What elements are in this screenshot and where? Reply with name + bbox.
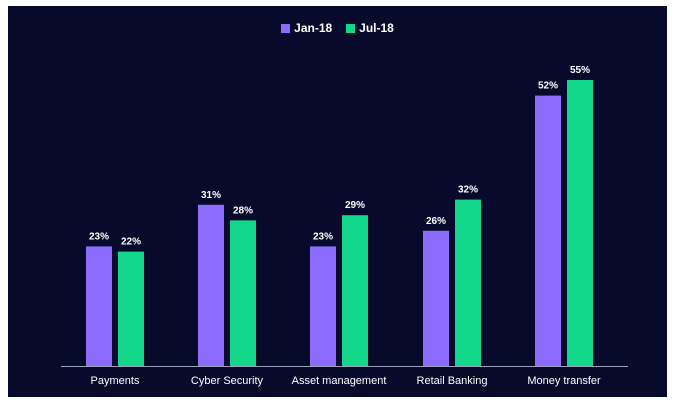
data-label-jul18-3: 32% — [458, 185, 478, 196]
x-tick-label-4: Money transfer — [527, 375, 601, 387]
data-label-jul18-1: 28% — [233, 205, 253, 216]
data-label-jul18-4: 55% — [570, 65, 590, 76]
bar-jul18-3 — [455, 199, 481, 366]
legend-item-series-2: Jul-18 — [346, 21, 394, 35]
x-tick-label-2: Asset management — [292, 375, 387, 387]
chart-panel: 23% 22% Payments 31% 28% Cyber Security 23% 29%… — [8, 6, 667, 397]
data-label-jan18-1: 31% — [201, 190, 221, 201]
legend-label-series-2: Jul-18 — [359, 21, 394, 35]
bar-jul18-1 — [230, 220, 256, 366]
data-label-jul18-2: 29% — [345, 200, 365, 211]
bar-jan18-0 — [86, 246, 112, 366]
legend-label-series-1: Jan-18 — [294, 21, 333, 35]
legend: Jan-18 Jul-18 — [8, 21, 667, 35]
legend-item-series-1: Jan-18 — [281, 21, 332, 35]
bar-jan18-3 — [423, 230, 449, 366]
x-tick-label-3: Retail Banking — [417, 375, 488, 387]
data-label-jan18-2: 23% — [313, 231, 333, 242]
bar-jan18-1 — [198, 204, 224, 366]
data-label-jan18-4: 52% — [538, 81, 558, 92]
bar-jul18-4 — [567, 80, 593, 366]
x-tick-label-1: Cyber Security — [191, 375, 264, 387]
bar-chart: 23% 22% Payments 31% 28% Cyber Security 23% 29%… — [61, 65, 628, 387]
x-tick-label-0: Payments — [91, 375, 140, 387]
data-label-jul18-0: 22% — [121, 237, 141, 248]
legend-swatch-series-2 — [346, 23, 356, 33]
bar-jul18-2 — [342, 215, 368, 366]
legend-swatch-series-1 — [281, 23, 291, 33]
bar-jul18-0 — [118, 251, 144, 366]
data-label-jan18-0: 23% — [89, 231, 109, 242]
bar-jan18-2 — [310, 246, 336, 366]
data-label-jan18-3: 26% — [426, 216, 446, 227]
bar-jan18-4 — [535, 95, 561, 366]
